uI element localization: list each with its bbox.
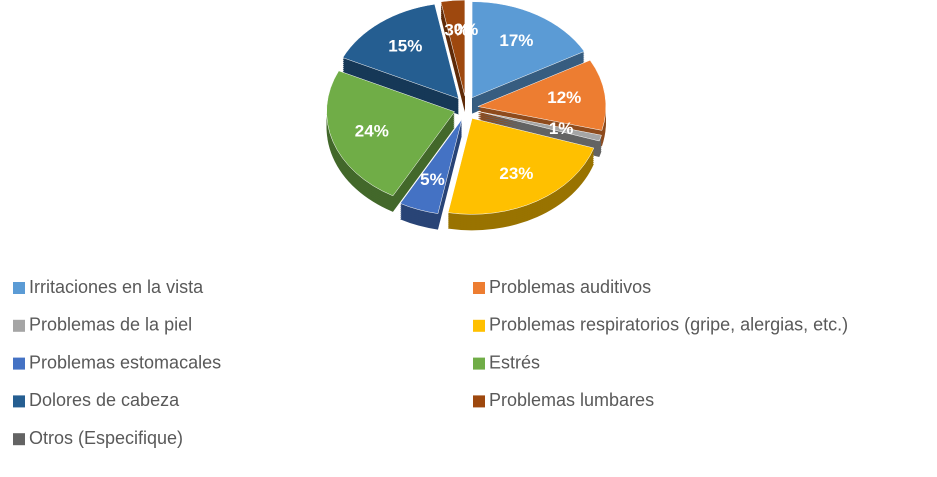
data-label: 5% — [420, 170, 445, 189]
legend-swatch — [13, 433, 25, 446]
legend-label: Problemas de la piel — [29, 315, 192, 335]
slice-side — [477, 115, 602, 146]
data-label: 12% — [547, 88, 581, 107]
legend-label: Dolores de cabeza — [29, 390, 180, 410]
legend-swatch — [13, 319, 25, 332]
data-label: 15% — [388, 36, 422, 55]
legend-swatch — [473, 357, 485, 370]
data-label: 24% — [355, 121, 389, 140]
slice-side — [477, 119, 602, 150]
data-label: 17% — [499, 31, 533, 50]
slice — [399, 119, 463, 214]
legend-label: Otros (Especifique) — [29, 428, 183, 448]
slice-side — [477, 113, 602, 144]
legend-label: Problemas auditivos — [489, 277, 651, 297]
legend-label: Problemas estomacales — [29, 352, 221, 372]
slice — [471, 1, 585, 99]
slice — [342, 3, 460, 99]
legend-swatch — [13, 357, 25, 370]
data-label: 1% — [549, 119, 574, 138]
legend-label: Estrés — [489, 352, 540, 372]
legend-swatch — [13, 395, 25, 408]
legend-swatch — [473, 282, 485, 294]
data-label: 0% — [454, 20, 479, 39]
legend-label: Problemas respiratorios (gripe, alergias… — [489, 315, 848, 335]
legend-swatch — [473, 395, 485, 408]
legend-label: Problemas lumbares — [489, 390, 654, 410]
slice — [326, 70, 455, 197]
slice — [440, 0, 466, 97]
data-label: 3% — [444, 21, 469, 40]
slice-side — [477, 117, 602, 148]
legend-label: Irritaciones en la vista — [29, 277, 204, 297]
data-label: 23% — [499, 164, 533, 183]
legend-swatch — [13, 282, 25, 294]
slice — [477, 59, 607, 131]
slice — [447, 118, 595, 215]
legend-swatch — [473, 319, 485, 332]
slice — [477, 111, 602, 142]
